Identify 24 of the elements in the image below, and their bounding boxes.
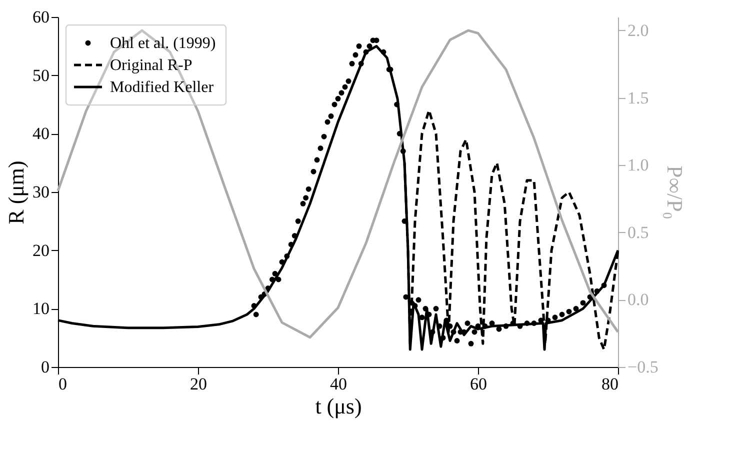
x-tick-label: 40 <box>330 374 347 394</box>
y-tick-label: 30 <box>32 182 50 202</box>
x-tick-label: 0 <box>58 374 67 394</box>
legend-label: Ohl et al. (1999) <box>110 35 216 52</box>
x-axis-title: t (μs) <box>315 394 362 418</box>
y-tick-label: 20 <box>32 240 50 260</box>
y-tick-label: 50 <box>32 66 50 85</box>
y2-tick-label: 1.0 <box>628 156 649 175</box>
x-tick-label: 60 <box>470 374 487 394</box>
y-tick-label: 10 <box>32 299 50 318</box>
y2-tick-label: 0.0 <box>628 290 649 310</box>
x-tick-label: 80 <box>602 374 618 394</box>
legend-label: Modified Keller <box>110 79 214 96</box>
y-axis-title: R (μm) <box>4 160 28 224</box>
x-tick-label: 20 <box>190 374 207 394</box>
legend-label: Original R-P <box>110 57 192 74</box>
y2-tick-label: 2.0 <box>628 20 649 40</box>
y2-tick-label: 1.5 <box>628 88 649 108</box>
y-tick-label: 60 <box>32 8 50 26</box>
y2-axis-title: P∞/P₀ <box>662 166 688 220</box>
y2-tick-label: −0.5 <box>628 358 658 376</box>
y-tick-label: 40 <box>32 124 50 144</box>
y2-tick-label: 0.5 <box>628 222 649 242</box>
y-tick-label: 0 <box>41 358 50 376</box>
